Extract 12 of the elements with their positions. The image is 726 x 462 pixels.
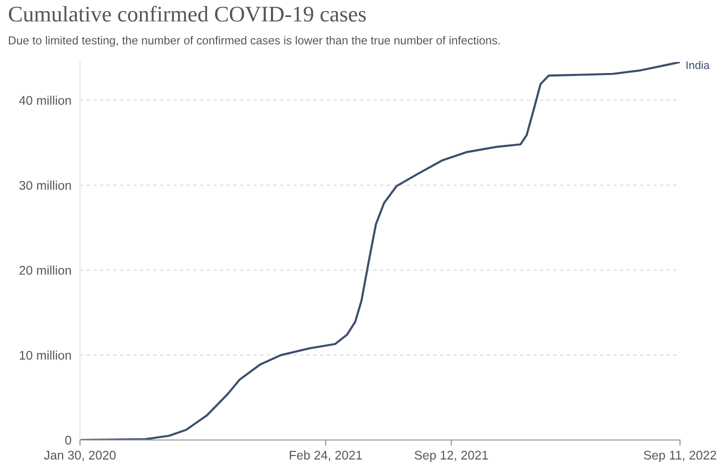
x-tick-label: Sep 12, 2021 (414, 450, 488, 462)
x-tick-label: Sep 11, 2022 (644, 450, 716, 462)
y-tick-label: 40 million (19, 96, 71, 105)
y-tick-label: 0 (65, 436, 72, 445)
series-label: India (686, 60, 710, 70)
y-tick-label: 30 million (19, 180, 71, 190)
chart-subtitle: Due to limited testing, the number of confirmed cases is lower than the true number of infections. (8, 36, 500, 47)
x-tick-label: Feb 24, 2021 (290, 450, 362, 462)
x-tick-label: Jan 30, 2020 (44, 450, 116, 462)
y-tick-label: 10 million (20, 350, 71, 360)
y-tick-label: 20 million (19, 266, 71, 275)
chart-title: Cumulative confirmed COVID-19 cases (8, 6, 366, 22)
